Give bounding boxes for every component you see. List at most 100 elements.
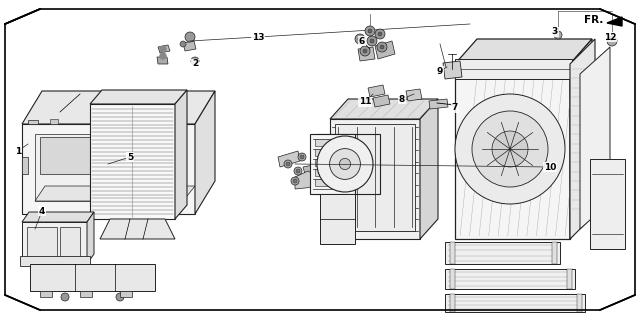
Polygon shape (157, 57, 168, 64)
Polygon shape (358, 47, 375, 61)
Polygon shape (22, 124, 195, 214)
Polygon shape (30, 264, 155, 291)
Polygon shape (90, 104, 175, 219)
Circle shape (330, 149, 360, 179)
Text: 4: 4 (39, 206, 45, 216)
Circle shape (191, 57, 199, 65)
Polygon shape (450, 269, 455, 289)
Circle shape (365, 26, 375, 36)
Polygon shape (22, 222, 87, 264)
Circle shape (368, 29, 372, 33)
Text: 9: 9 (437, 66, 443, 76)
Polygon shape (450, 242, 455, 264)
Polygon shape (35, 186, 195, 201)
Polygon shape (330, 119, 420, 239)
Polygon shape (455, 64, 570, 239)
Text: FR.: FR. (584, 15, 604, 25)
Polygon shape (28, 120, 38, 124)
Polygon shape (158, 45, 170, 53)
Polygon shape (22, 157, 28, 174)
Polygon shape (183, 41, 196, 51)
Polygon shape (590, 159, 625, 249)
Polygon shape (195, 91, 215, 214)
Polygon shape (170, 119, 178, 124)
Polygon shape (570, 39, 592, 239)
Bar (315, 179, 350, 186)
Circle shape (116, 293, 124, 301)
Bar (315, 159, 350, 166)
Polygon shape (303, 164, 320, 174)
Text: 1: 1 (15, 146, 21, 155)
Circle shape (380, 45, 384, 49)
Polygon shape (130, 119, 138, 124)
Circle shape (296, 169, 300, 173)
Polygon shape (87, 212, 94, 264)
Polygon shape (50, 119, 58, 124)
Circle shape (317, 136, 373, 192)
Circle shape (455, 94, 565, 204)
Polygon shape (80, 291, 92, 297)
Circle shape (298, 153, 306, 161)
Circle shape (472, 111, 548, 187)
Polygon shape (40, 137, 90, 174)
Bar (60, 227, 80, 259)
Polygon shape (552, 242, 557, 264)
Circle shape (160, 46, 166, 52)
Polygon shape (570, 39, 595, 239)
Text: 13: 13 (252, 33, 264, 41)
Circle shape (358, 37, 362, 41)
Circle shape (293, 179, 297, 183)
Circle shape (377, 42, 387, 52)
Polygon shape (90, 90, 187, 104)
Text: 8: 8 (399, 94, 405, 103)
Polygon shape (100, 137, 183, 174)
Polygon shape (90, 119, 98, 124)
Circle shape (185, 32, 195, 42)
Bar (315, 149, 350, 156)
Polygon shape (406, 89, 422, 101)
Polygon shape (330, 99, 438, 119)
Polygon shape (445, 242, 560, 264)
Polygon shape (429, 99, 448, 109)
Polygon shape (22, 91, 215, 124)
Polygon shape (373, 95, 390, 107)
Polygon shape (375, 41, 395, 59)
Text: 3: 3 (552, 27, 558, 36)
Text: 11: 11 (359, 98, 371, 107)
Polygon shape (20, 256, 90, 266)
Circle shape (294, 167, 302, 175)
Polygon shape (35, 134, 183, 201)
Polygon shape (175, 90, 187, 219)
Circle shape (378, 32, 382, 36)
Circle shape (284, 160, 292, 168)
Circle shape (607, 36, 617, 46)
Text: 6: 6 (359, 36, 365, 46)
Polygon shape (567, 269, 572, 289)
Bar (315, 169, 350, 176)
Polygon shape (335, 124, 415, 231)
Polygon shape (295, 171, 318, 189)
Circle shape (360, 46, 370, 56)
Polygon shape (120, 291, 132, 297)
Polygon shape (420, 99, 438, 239)
Text: 2: 2 (192, 60, 198, 69)
Polygon shape (445, 294, 585, 312)
Polygon shape (100, 219, 175, 239)
Text: 7: 7 (452, 103, 458, 113)
Polygon shape (455, 39, 592, 64)
Bar (27, 227, 57, 259)
Circle shape (370, 39, 374, 43)
Circle shape (286, 162, 290, 166)
Polygon shape (577, 294, 582, 312)
Polygon shape (450, 294, 455, 312)
Circle shape (355, 34, 365, 44)
Circle shape (291, 177, 299, 185)
Text: 10: 10 (544, 162, 556, 172)
Circle shape (367, 36, 377, 46)
Polygon shape (310, 134, 355, 194)
Polygon shape (22, 212, 94, 222)
Polygon shape (607, 17, 622, 26)
Polygon shape (455, 59, 572, 79)
Circle shape (375, 29, 385, 39)
Polygon shape (320, 194, 355, 244)
